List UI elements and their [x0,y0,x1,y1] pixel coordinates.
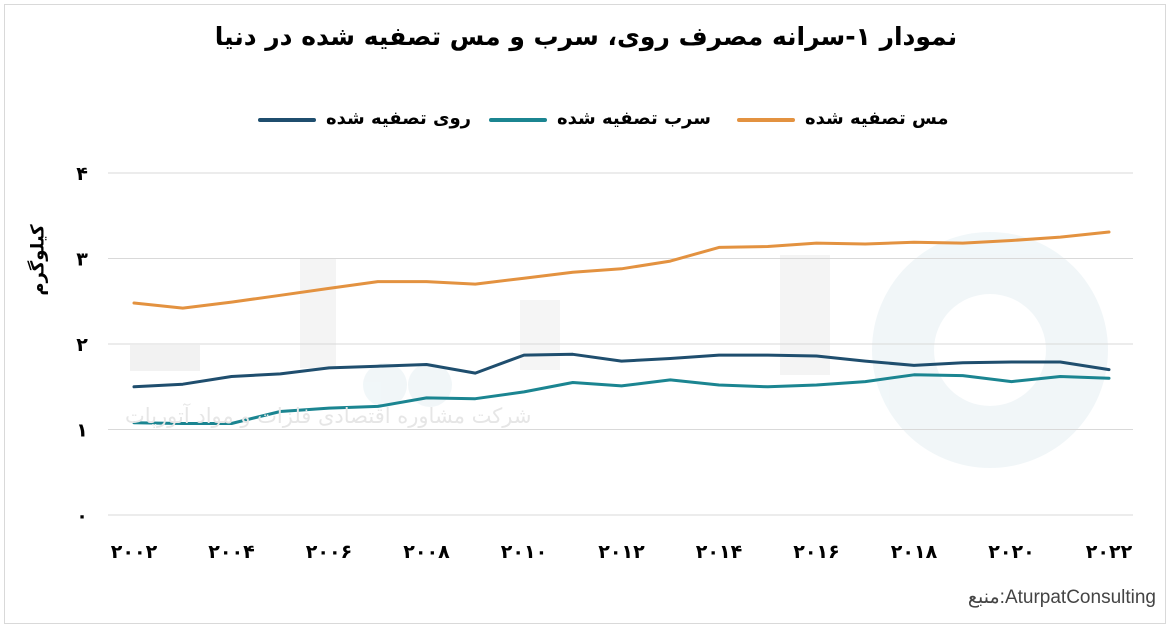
grid-lines [108,172,1133,516]
x-tick-label: ۲۰۲۰ [988,541,1034,563]
series-lines [132,230,1111,425]
x-tick-label: ۲۰۰۶ [306,541,352,563]
legend-label-lead: سرب تصفیه شده [557,108,711,129]
legend-swatch-zinc [258,118,316,122]
legend-swatch-lead [489,118,547,122]
x-tick-label: ۲۰۱۸ [891,541,938,563]
x-tick-label: ۲۰۲۲ [1086,541,1133,563]
legend-item-copper: مس تصفیه شده [737,104,949,134]
legend-label-zinc: روی تصفیه شده [326,108,472,129]
legend: روی تصفیه شده سرب تصفیه شده مس تصفیه شده [0,100,1172,140]
legend-swatch-copper [737,118,795,122]
series-line-2 [132,230,1111,310]
y-tick-label: ۲ [76,334,88,356]
chart-title: نمودار ۱-سرانه مصرف روی، سرب و مس تصفیه … [214,22,958,51]
watermark-text: شرکت مشاوره اقتصادی فلزات و مواد آتورپات [125,404,532,428]
x-tick-label: ۲۰۰۴ [208,541,254,563]
x-tick-labels: ۲۰۰۲ ۲۰۰۴ ۲۰۰۶ ۲۰۰۸ ۲۰۱۰ ۲۰۱۲ ۲۰۱۴ ۲۰۱۶ ۲۰۱۸ ۲۰۲۰… [111,541,1133,563]
x-tick-label: ۲۰۱۴ [696,541,742,563]
chart-frame [4,4,1166,624]
x-tick-label: ۲۰۰۲ [111,541,158,563]
x-tick-label: ۲۰۱۶ [793,541,839,563]
y-tick-label: ۱ [76,420,88,442]
y-tick-label: ۳ [76,249,88,271]
legend-item-zinc: روی تصفیه شده [258,104,471,134]
watermark-logo [130,232,1108,468]
series-line-0 [132,352,1111,389]
legend-item-lead: سرب تصفیه شده [489,104,711,134]
x-tick-label: ۲۰۱۲ [598,541,645,563]
series-line-1 [132,373,1111,425]
y-tick-labels: ۰ ۱ ۲ ۳ ۴ [76,163,88,527]
legend-label-copper: مس تصفیه شده [805,108,949,129]
y-tick-label: ۴ [76,163,88,185]
source-note: منبع:AturpatConsulting [967,587,1156,608]
y-tick-label: ۰ [76,505,88,527]
x-tick-label: ۲۰۰۸ [403,541,450,563]
x-tick-label: ۲۰۱۰ [501,541,547,563]
